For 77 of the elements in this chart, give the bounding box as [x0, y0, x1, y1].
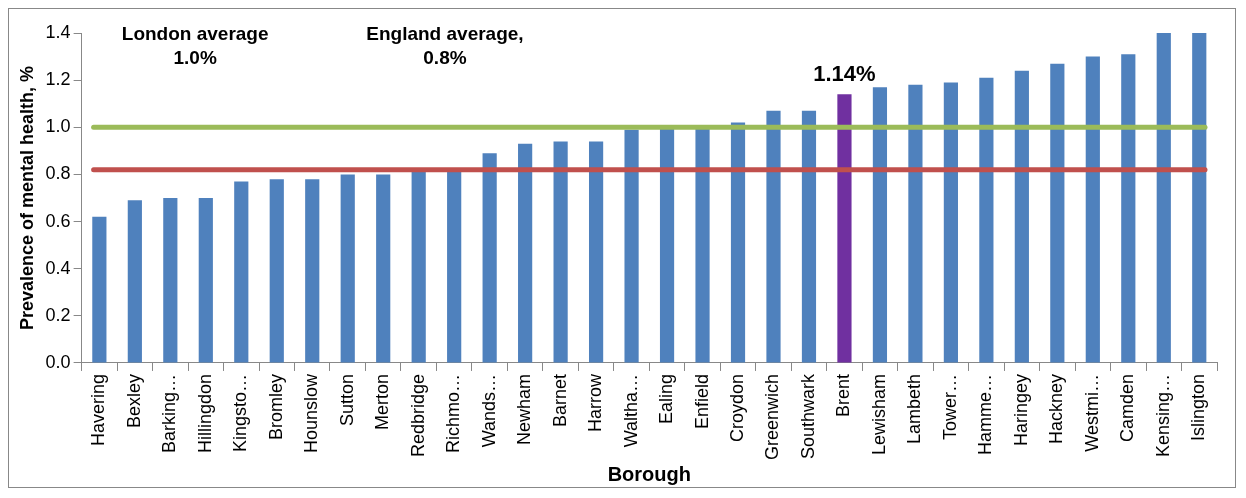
x-tick-label: Bexley	[123, 373, 144, 428]
x-tick-label: Haringey	[1010, 373, 1031, 447]
bar	[411, 169, 426, 363]
bar	[447, 169, 462, 363]
x-tick-label: Lambeth	[904, 373, 925, 445]
y-tick-label: 0.6	[45, 210, 71, 231]
bar	[198, 197, 213, 363]
bar	[518, 143, 533, 363]
bar	[695, 127, 710, 363]
y-tick-label: 0.8	[45, 163, 71, 184]
bar	[269, 179, 284, 363]
bar	[482, 153, 497, 363]
x-tick-label: Kensing…	[1152, 373, 1173, 458]
x-tick-label: Westmi…	[1081, 373, 1102, 452]
bar	[588, 141, 604, 363]
x-tick-label: Hounslow	[301, 372, 322, 454]
x-tick-label: Tower…	[939, 373, 960, 440]
x-tick-label: Hackney	[1046, 373, 1067, 444]
x-tick-label: Barking…	[159, 373, 180, 453]
x-tick-label: Havering	[88, 373, 109, 447]
y-tick-label: 0.4	[45, 257, 71, 278]
x-tick-label: Newham	[514, 373, 535, 445]
bar	[1085, 56, 1100, 363]
bar	[837, 94, 852, 363]
y-tick-label: 0.2	[45, 304, 71, 325]
x-tick-label: Ealing	[656, 373, 677, 425]
x-tick-label: Merton	[372, 373, 393, 430]
x-tick-label: Islington	[1188, 373, 1209, 442]
annotation: London average 1.0%	[121, 23, 269, 69]
data-label: 1.14%	[813, 61, 876, 87]
bar	[766, 110, 781, 363]
bar	[1192, 33, 1207, 363]
bar	[1014, 70, 1029, 363]
x-tick-label: Bromley	[265, 373, 286, 440]
x-tick-label: Sutton	[336, 373, 357, 427]
bar	[376, 174, 391, 363]
x-tick-label: Harrow	[585, 372, 606, 432]
x-axis-title: Borough	[607, 462, 691, 485]
y-axis-title: Prevalence of mental health, %	[16, 65, 37, 331]
x-tick-label: Brent	[833, 373, 854, 417]
x-tick-label: Wands…	[478, 373, 499, 448]
x-tick-label: Kingsto…	[230, 373, 251, 453]
x-tick-label: Barnet	[549, 373, 570, 428]
y-tick-label: 1.4	[45, 21, 71, 42]
bar	[305, 179, 320, 363]
bar	[908, 84, 923, 363]
x-tick-label: Croydon	[726, 373, 747, 443]
x-tick-label: Southwark	[797, 372, 818, 460]
x-tick-label: Camden	[1117, 373, 1138, 443]
bar	[92, 216, 107, 363]
y-tick-label: 0.0	[45, 351, 71, 372]
annotation: England average, 0.8%	[366, 23, 524, 69]
bar	[1121, 54, 1136, 363]
x-tick-label: Hamme…	[975, 373, 996, 455]
x-tick-label: Waltha…	[620, 373, 641, 448]
x-tick-label: Redbridge	[407, 373, 428, 458]
bar	[127, 200, 142, 363]
bar	[1050, 63, 1065, 363]
bar	[1156, 33, 1171, 363]
x-tick-label: Richmo…	[443, 373, 464, 453]
x-tick-label: Enfield	[691, 373, 712, 430]
bar	[234, 181, 249, 363]
bar	[979, 77, 994, 363]
bar	[801, 110, 817, 363]
bar	[163, 197, 178, 363]
x-tick-label: Greenwich	[762, 373, 783, 461]
y-tick-label: 1.2	[45, 69, 71, 90]
x-tick-label: Hillingdon	[194, 373, 215, 454]
bar	[340, 174, 355, 363]
y-tick-label: 1.0	[45, 116, 71, 137]
bar	[624, 129, 639, 363]
bar	[553, 141, 568, 363]
bar	[659, 127, 675, 363]
bar	[943, 82, 958, 363]
x-tick-label: Lewisham	[868, 373, 889, 456]
bar	[730, 122, 746, 363]
bar	[872, 87, 888, 363]
